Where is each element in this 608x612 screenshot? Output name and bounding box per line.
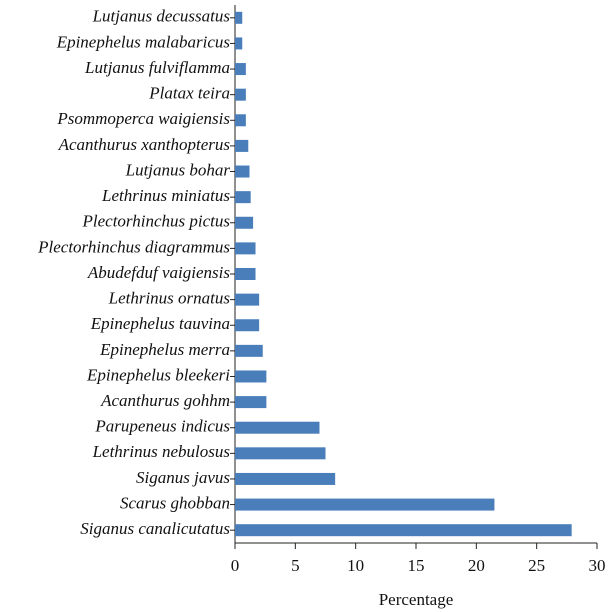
- y-tick-label: Lethrinus ornatus: [108, 289, 231, 308]
- x-tick-label: 25: [528, 556, 545, 575]
- bar: [235, 396, 267, 409]
- y-tick-label: Lutjanus fulviflamma: [84, 58, 230, 77]
- bar: [235, 293, 260, 306]
- bar: [235, 472, 336, 485]
- bar: [235, 421, 320, 434]
- bar: [235, 344, 263, 357]
- y-tick-label: Parupeneus indicus: [94, 417, 230, 436]
- bar: [235, 11, 243, 24]
- x-tick-label: 15: [408, 556, 425, 575]
- bar: [235, 319, 260, 332]
- bar: [235, 37, 243, 50]
- y-tick-label: Scarus ghobban: [120, 493, 230, 512]
- bar: [235, 88, 246, 101]
- y-tick-label: Epinephelus merra: [99, 340, 230, 359]
- y-tick-label: Siganus javus: [136, 468, 230, 487]
- y-tick-label: Psommoperca waigiensis: [56, 109, 230, 128]
- x-tick-label: 5: [291, 556, 300, 575]
- y-tick-label: Epinephelus tauvina: [90, 314, 230, 333]
- x-tick-label: 30: [589, 556, 606, 575]
- bar: [235, 370, 267, 383]
- y-tick-label: Abudefduf vaigiensis: [87, 263, 231, 282]
- y-tick-label: Acanthurus gohhm: [100, 391, 230, 410]
- bar: [235, 447, 326, 460]
- y-tick-label: Platax teira: [148, 84, 230, 103]
- x-tick-label: 0: [231, 556, 240, 575]
- y-tick-label: Plectorhinchus pictus: [82, 212, 231, 231]
- y-tick-label: Lutjanus bohar: [125, 160, 231, 179]
- bar: [235, 63, 246, 76]
- bar: [235, 216, 254, 229]
- y-tick-label: Lethrinus nebulosus: [92, 442, 231, 461]
- x-tick-label: 20: [468, 556, 485, 575]
- bar: [235, 165, 250, 178]
- y-tick-label: Plectorhinchus diagrammus: [37, 237, 230, 256]
- y-tick-label: Acanthurus xanthopterus: [58, 135, 231, 154]
- x-axis-label: Percentage: [379, 590, 454, 609]
- y-tick-label: Lethrinus miniatus: [101, 186, 230, 205]
- bar: [235, 139, 249, 152]
- bar: [235, 191, 251, 204]
- bar: [235, 498, 495, 511]
- y-tick-label: Epinephelus bleekeri: [86, 365, 230, 384]
- bar: [235, 242, 256, 255]
- bar: [235, 114, 246, 127]
- bar: [235, 524, 572, 537]
- x-tick-label: 10: [347, 556, 364, 575]
- bar: [235, 268, 256, 280]
- y-tick-label: Epinephelus malabaricus: [56, 32, 231, 51]
- y-tick-label: Lutjanus decussatus: [92, 7, 231, 26]
- y-tick-label: Siganus canalicutatus: [80, 519, 230, 538]
